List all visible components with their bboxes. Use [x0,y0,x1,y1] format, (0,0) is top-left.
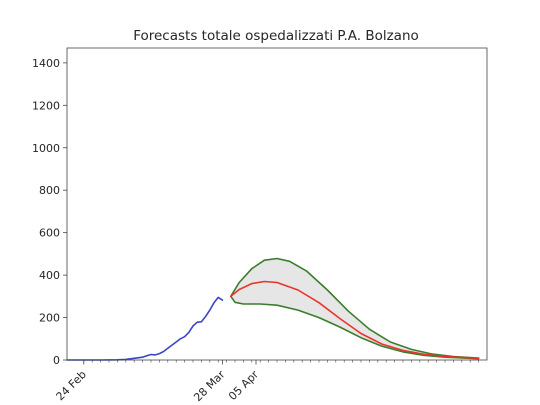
y-tick-label: 600 [39,227,60,240]
plot-area [66,257,480,361]
y-tick-label: 0 [53,354,60,367]
y-tick-label: 1000 [32,142,60,155]
lower-bound-line [230,295,480,360]
observed-series-line [66,296,224,361]
y-tick-label: 1400 [32,57,60,70]
chart-title: Forecasts totale ospedalizzati P.A. Bolz… [133,28,419,44]
y-tick-label: 1200 [32,99,60,112]
y-tick-label: 800 [39,184,60,197]
upper-bound-line [230,257,480,359]
forecast-series-line [230,280,480,360]
y-tick-label: 200 [39,312,60,325]
confidence-band [230,258,479,359]
y-tick-label: 400 [39,269,60,282]
